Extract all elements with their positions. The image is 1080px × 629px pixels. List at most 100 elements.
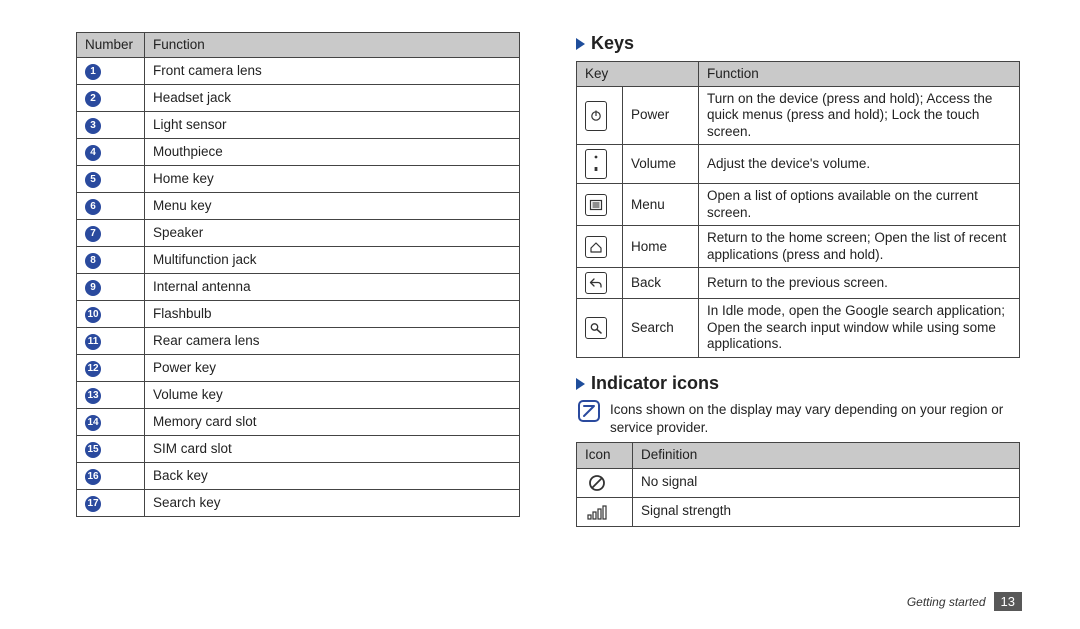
table-row: HomeReturn to the home screen; Open the … bbox=[577, 226, 1020, 268]
key-name-cell: Search bbox=[623, 299, 699, 357]
parts-function-cell: Flashbulb bbox=[145, 301, 520, 328]
key-icon-cell bbox=[577, 145, 623, 184]
key-function-cell: In Idle mode, open the Google search app… bbox=[699, 299, 1020, 357]
number-badge-icon: 11 bbox=[85, 334, 101, 350]
parts-number-cell: 8 bbox=[77, 247, 145, 274]
number-badge-icon: 16 bbox=[85, 469, 101, 485]
right-column: Keys Key Function PowerTurn on the devic… bbox=[576, 32, 1020, 629]
parts-number-cell: 13 bbox=[77, 382, 145, 409]
key-function-cell: Return to the home screen; Open the list… bbox=[699, 226, 1020, 268]
parts-function-cell: Menu key bbox=[145, 193, 520, 220]
parts-number-cell: 5 bbox=[77, 166, 145, 193]
key-function-cell: Open a list of options available on the … bbox=[699, 184, 1020, 226]
parts-number-cell: 9 bbox=[77, 274, 145, 301]
table-row: 13 Volume key bbox=[77, 382, 520, 409]
table-row: 5 Home key bbox=[77, 166, 520, 193]
number-badge-icon: 15 bbox=[85, 442, 101, 458]
parts-header-number: Number bbox=[77, 33, 145, 58]
indicators-table: Icon Definition No signalSignal strength bbox=[576, 442, 1020, 526]
parts-number-cell: 3 bbox=[77, 112, 145, 139]
no-signal-icon bbox=[585, 473, 609, 493]
parts-function-cell: Rear camera lens bbox=[145, 328, 520, 355]
indicators-note-text: Icons shown on the display may vary depe… bbox=[610, 400, 1020, 436]
table-row: 15 SIM card slot bbox=[77, 436, 520, 463]
parts-function-cell: Multifunction jack bbox=[145, 247, 520, 274]
parts-number-cell: 6 bbox=[77, 193, 145, 220]
key-name-cell: Power bbox=[623, 86, 699, 144]
key-function-cell: Return to the previous screen. bbox=[699, 268, 1020, 299]
parts-table: Number Function 1 Front camera lens2Heads… bbox=[76, 32, 520, 517]
table-row: Signal strength bbox=[577, 497, 1020, 526]
table-row: 17 Search key bbox=[77, 490, 520, 517]
menu-key-icon bbox=[585, 194, 607, 216]
number-badge-icon: 13 bbox=[85, 388, 101, 404]
table-row: 3 Light sensor bbox=[77, 112, 520, 139]
number-badge-icon: 5 bbox=[85, 172, 101, 188]
key-icon-cell bbox=[577, 299, 623, 357]
search-key-icon bbox=[585, 317, 607, 339]
keys-table: Key Function PowerTurn on the device (pr… bbox=[576, 61, 1020, 358]
parts-number-cell: 11 bbox=[77, 328, 145, 355]
number-badge-icon: 7 bbox=[85, 226, 101, 242]
key-name-cell: Back bbox=[623, 268, 699, 299]
number-badge-icon: 3 bbox=[85, 118, 101, 134]
parts-number-cell: 1 bbox=[77, 58, 145, 85]
keys-heading: Keys bbox=[576, 32, 1020, 55]
chevron-right-icon bbox=[576, 378, 585, 390]
parts-number-cell: 2 bbox=[77, 85, 145, 112]
key-name-cell: Home bbox=[623, 226, 699, 268]
indicators-heading: Indicator icons bbox=[576, 372, 1020, 395]
table-row: MenuOpen a list of options available on … bbox=[577, 184, 1020, 226]
parts-header-function: Function bbox=[145, 33, 520, 58]
parts-function-cell: Front camera lens bbox=[145, 58, 520, 85]
number-badge-icon: 2 bbox=[85, 91, 101, 107]
table-row: 16Back key bbox=[77, 463, 520, 490]
key-function-cell: Adjust the device's volume. bbox=[699, 145, 1020, 184]
table-row: PowerTurn on the device (press and hold)… bbox=[577, 86, 1020, 144]
indicators-header-definition: Definition bbox=[633, 443, 1020, 468]
parts-number-cell: 12 bbox=[77, 355, 145, 382]
number-badge-icon: 1 bbox=[85, 64, 101, 80]
number-badge-icon: 8 bbox=[85, 253, 101, 269]
parts-function-cell: Volume key bbox=[145, 382, 520, 409]
table-row: 10Flashbulb bbox=[77, 301, 520, 328]
parts-function-cell: Memory card slot bbox=[145, 409, 520, 436]
parts-number-cell: 16 bbox=[77, 463, 145, 490]
home-key-icon bbox=[585, 236, 607, 258]
indicators-header-icon: Icon bbox=[577, 443, 633, 468]
number-badge-icon: 12 bbox=[85, 361, 101, 377]
parts-function-cell: Light sensor bbox=[145, 112, 520, 139]
parts-function-cell: Search key bbox=[145, 490, 520, 517]
key-icon-cell bbox=[577, 268, 623, 299]
parts-number-cell: 10 bbox=[77, 301, 145, 328]
table-row: 2Headset jack bbox=[77, 85, 520, 112]
chevron-right-icon bbox=[576, 38, 585, 50]
key-icon-cell bbox=[577, 86, 623, 144]
back-key-icon bbox=[585, 272, 607, 294]
table-row: 12Power key bbox=[77, 355, 520, 382]
power-key-icon bbox=[585, 101, 607, 131]
indicator-icon-cell bbox=[577, 468, 633, 497]
parts-function-cell: SIM card slot bbox=[145, 436, 520, 463]
key-name-cell: Volume bbox=[623, 145, 699, 184]
note-icon bbox=[578, 400, 600, 422]
keys-header-function: Function bbox=[699, 61, 1020, 86]
page-number: 13 bbox=[994, 592, 1022, 611]
indicator-definition-cell: No signal bbox=[633, 468, 1020, 497]
table-row: 14Memory card slot bbox=[77, 409, 520, 436]
left-column: Number Function 1 Front camera lens2Heads… bbox=[76, 32, 520, 629]
table-row: 7 Speaker bbox=[77, 220, 520, 247]
table-row: 9Internal antenna bbox=[77, 274, 520, 301]
parts-number-cell: 14 bbox=[77, 409, 145, 436]
parts-function-cell: Home key bbox=[145, 166, 520, 193]
table-row: 11 Rear camera lens bbox=[77, 328, 520, 355]
number-badge-icon: 17 bbox=[85, 496, 101, 512]
table-row: SearchIn Idle mode, open the Google sear… bbox=[577, 299, 1020, 357]
parts-function-cell: Speaker bbox=[145, 220, 520, 247]
parts-function-cell: Mouthpiece bbox=[145, 139, 520, 166]
parts-function-cell: Internal antenna bbox=[145, 274, 520, 301]
indicator-definition-cell: Signal strength bbox=[633, 497, 1020, 526]
key-icon-cell bbox=[577, 184, 623, 226]
number-badge-icon: 4 bbox=[85, 145, 101, 161]
keys-header-key: Key bbox=[577, 61, 699, 86]
